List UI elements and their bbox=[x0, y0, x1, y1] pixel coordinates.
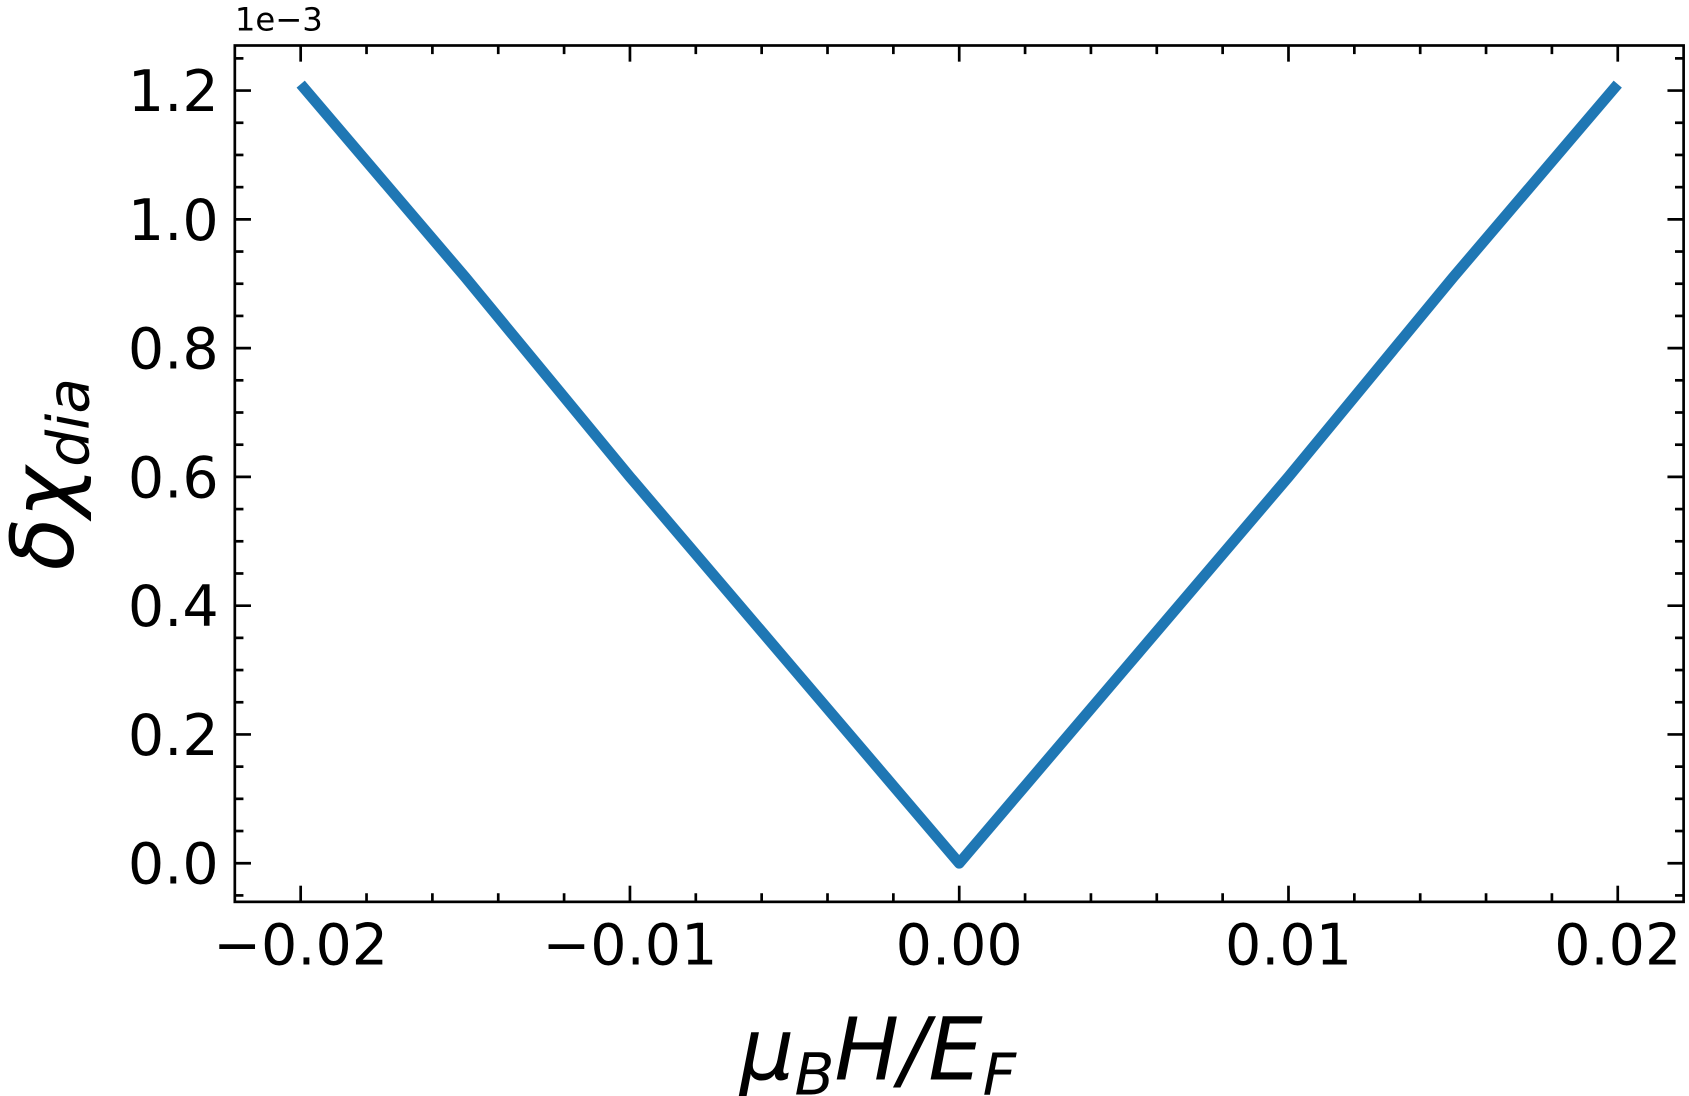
y-tick-label: 1.0 bbox=[128, 188, 219, 254]
y-label-sub: dia bbox=[34, 378, 102, 467]
y-tick-label: 0.4 bbox=[128, 574, 219, 640]
x-tick-label: 0.01 bbox=[1225, 912, 1352, 978]
x-tick-label: −0.01 bbox=[542, 912, 717, 978]
y-tick-label: 0.6 bbox=[128, 445, 219, 511]
x-tick-label: −0.02 bbox=[213, 912, 388, 978]
x-label-sub: F bbox=[983, 1041, 1018, 1096]
y-tick-label: 1.2 bbox=[128, 59, 219, 125]
y-tick-label: 0.2 bbox=[128, 703, 219, 769]
data-line bbox=[296, 80, 1622, 869]
y-tick-label: 0.8 bbox=[128, 317, 219, 383]
x-tick-label: 0.02 bbox=[1554, 912, 1681, 978]
y-axis-label: δχdia bbox=[0, 378, 102, 570]
plot-frame bbox=[233, 44, 1685, 904]
y-label-part: δχ bbox=[0, 464, 94, 571]
x-tick-label: 0.00 bbox=[896, 912, 1023, 978]
x-label-part: μ bbox=[738, 1001, 795, 1096]
y-offset-label: 1e−3 bbox=[235, 0, 323, 38]
x-axis-label: μBH/EF bbox=[738, 1001, 1018, 1096]
x-label-part: H/E bbox=[834, 1001, 983, 1096]
x-label-sub: B bbox=[795, 1041, 835, 1096]
y-tick-label: 0.0 bbox=[128, 832, 219, 898]
